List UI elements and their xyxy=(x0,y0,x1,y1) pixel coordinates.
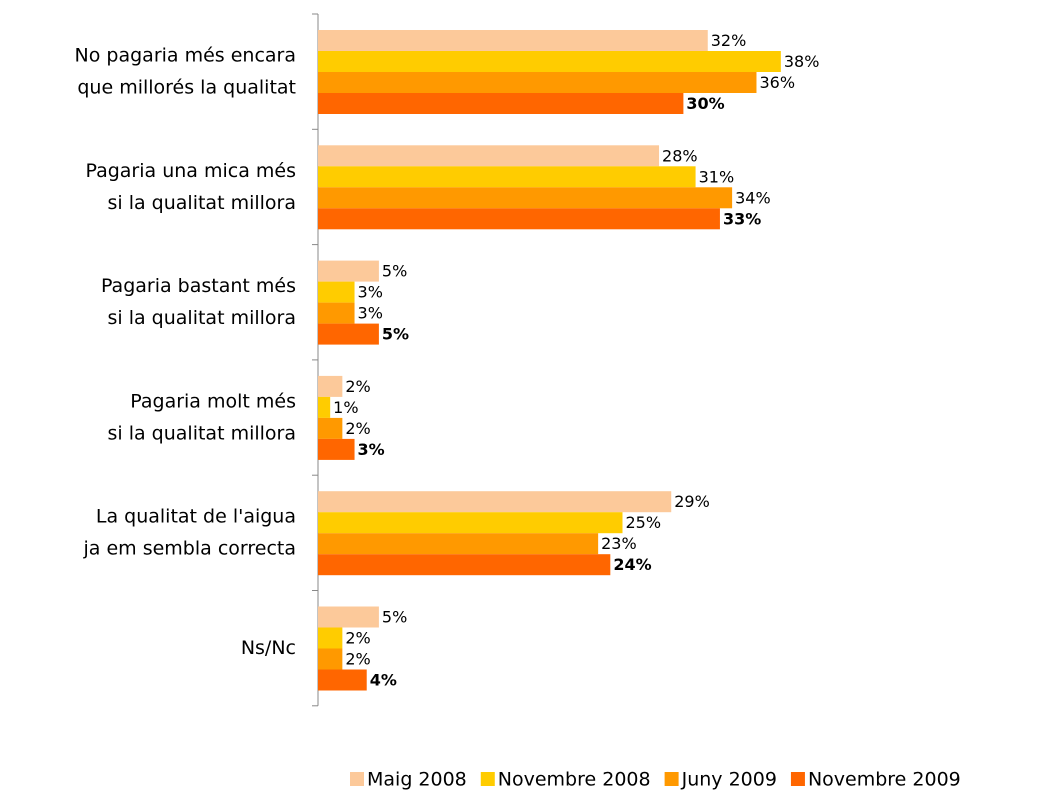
category-label: La qualitat de l'aigua xyxy=(96,506,296,528)
value-label: 31% xyxy=(699,167,735,186)
category-label: ja em sembla correcta xyxy=(83,538,297,560)
value-label: 5% xyxy=(382,325,409,344)
category-label: Ns/Nc xyxy=(241,637,296,659)
bar xyxy=(318,187,733,209)
legend-label: Maig 2008 xyxy=(367,769,467,791)
value-label: 36% xyxy=(759,73,795,92)
value-label: 23% xyxy=(601,534,637,553)
legend-swatch xyxy=(664,772,679,786)
value-label: 38% xyxy=(784,52,820,71)
value-label: 5% xyxy=(382,262,407,281)
bar xyxy=(318,72,757,93)
bar xyxy=(318,323,379,345)
value-label: 2% xyxy=(345,419,370,438)
value-label: 25% xyxy=(626,513,662,532)
category-label: Pagaria una mica més xyxy=(85,160,296,182)
bar xyxy=(318,396,331,418)
bar xyxy=(318,669,367,691)
value-label: 3% xyxy=(358,440,385,459)
bar xyxy=(318,627,343,649)
value-label: 29% xyxy=(674,492,710,511)
bar xyxy=(318,648,343,670)
value-label: 2% xyxy=(345,377,370,396)
value-label: 28% xyxy=(662,146,698,165)
bar xyxy=(318,606,379,628)
value-label: 1% xyxy=(333,398,358,417)
bar xyxy=(318,375,343,397)
category-label: Pagaria molt més xyxy=(130,390,296,412)
bar xyxy=(318,145,660,167)
bar xyxy=(318,93,684,114)
bar xyxy=(318,30,708,51)
bar xyxy=(318,554,611,576)
bar xyxy=(318,302,355,324)
legend-swatch xyxy=(350,772,364,786)
value-label: 2% xyxy=(345,650,370,669)
category-label: si la qualitat millora xyxy=(108,192,297,214)
bar xyxy=(318,491,672,513)
legend-label: Novembre 2009 xyxy=(808,769,961,791)
category-label: Pagaria bastant més xyxy=(101,275,296,297)
legend-label: Novembre 2008 xyxy=(498,769,651,791)
bar xyxy=(318,208,720,230)
value-label: 2% xyxy=(345,629,370,648)
category-label: si la qualitat millora xyxy=(108,307,297,329)
bar xyxy=(318,260,379,282)
value-label: 24% xyxy=(613,555,651,574)
value-label: 3% xyxy=(358,304,383,323)
value-label: 3% xyxy=(358,283,383,302)
value-label: 33% xyxy=(723,209,761,228)
bar xyxy=(318,281,355,303)
value-label: 4% xyxy=(370,671,397,690)
legend-label: Juny 2009 xyxy=(681,769,777,791)
category-label: que millorés la qualitat xyxy=(77,77,296,99)
bar xyxy=(318,166,696,188)
value-label: 34% xyxy=(735,188,771,207)
legend-swatch xyxy=(480,772,495,786)
value-label: 5% xyxy=(382,608,407,627)
bar xyxy=(318,512,623,534)
bar xyxy=(318,51,781,72)
category-label: No pagaria més encara xyxy=(75,45,296,67)
value-label: 30% xyxy=(686,94,724,113)
bar xyxy=(318,417,343,439)
category-label: si la qualitat millora xyxy=(108,422,297,444)
bar xyxy=(318,438,355,460)
value-label: 32% xyxy=(711,31,747,50)
legend-swatch xyxy=(790,772,805,786)
bar xyxy=(318,533,599,555)
